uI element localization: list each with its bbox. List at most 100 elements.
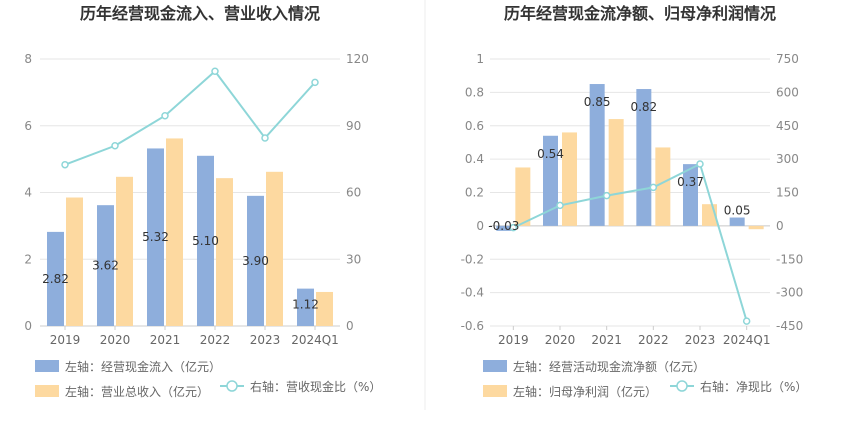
chart1-line-point xyxy=(211,67,219,75)
chart2-right-tick: 750 xyxy=(776,52,799,66)
chart2-data-label: 0.85 xyxy=(584,95,611,109)
chart2-left-tick: 0.4 xyxy=(465,152,484,166)
chart2-bar-1 xyxy=(683,164,698,226)
chart2-data-label: 0.82 xyxy=(630,100,657,114)
chart1-data-label: 5.10 xyxy=(192,234,219,248)
chart2-data-label: 0.37 xyxy=(677,175,704,189)
chart1-data-label: 2.82 xyxy=(42,272,69,286)
chart1-legend-label: 左轴：经营现金流入（亿元） xyxy=(65,359,221,374)
chart2-right-tick: 150 xyxy=(776,186,799,200)
chart2-right-tick: -150 xyxy=(776,252,803,266)
chart1-data-label: 3.90 xyxy=(242,254,269,268)
chart2-bar-2 xyxy=(562,132,577,226)
chart1-bar-2 xyxy=(266,171,283,326)
chart2-left-tick: 1 xyxy=(476,52,484,66)
chart2-left-tick: -0.6 xyxy=(461,319,484,333)
chart1-bar-1 xyxy=(197,155,214,326)
chart2-legend-swatch xyxy=(483,385,507,397)
chart1-line-point xyxy=(61,160,69,169)
chart2-right-tick: -450 xyxy=(776,319,803,333)
chart1-left-tick: 0 xyxy=(24,319,32,333)
chart2-legend-label: 左轴：经营活动现金流净额（亿元） xyxy=(513,359,705,374)
chart1-data-label: 3.62 xyxy=(92,259,119,273)
chart2-right-tick: 450 xyxy=(776,119,799,133)
chart1-x-tick-label: 2019 xyxy=(50,333,81,347)
chart2-line-point xyxy=(742,317,751,325)
chart2-bar-2 xyxy=(608,119,624,226)
chart1-bar-1 xyxy=(47,231,64,326)
chart1-right-tick: 60 xyxy=(346,186,361,200)
chart2-x-tick-label: 2022 xyxy=(638,333,669,347)
chart1-title: 历年经营现金流入、营业收入情况 xyxy=(80,4,320,23)
chart2-bar-2 xyxy=(515,167,531,226)
chart1-legend-swatch xyxy=(35,360,59,372)
chart1-legend-swatch xyxy=(35,385,59,397)
chart1-bar-1 xyxy=(297,288,314,326)
chart2-legend-label: 右轴：净现比（%） xyxy=(700,379,807,394)
chart1-line-point xyxy=(161,111,169,120)
chart2-legend-label: 左轴：归母净利润（亿元） xyxy=(513,384,657,399)
chart2-right-tick: 600 xyxy=(776,85,799,99)
chart2-left-tick: 0 xyxy=(476,219,484,233)
chart2-left-tick: -0.4 xyxy=(461,286,484,300)
chart1-line-point xyxy=(311,78,319,87)
chart2-line-point xyxy=(649,183,658,192)
chart1-right-tick: 90 xyxy=(346,119,361,133)
chart1-bar-2 xyxy=(116,176,133,326)
chart2-right-tick: -300 xyxy=(776,286,803,300)
chart1-bar-1 xyxy=(247,195,264,326)
chart1-bar-2 xyxy=(316,291,333,326)
chart2-left-tick: -0.2 xyxy=(461,252,484,266)
chart2-line-point xyxy=(696,160,704,168)
chart1-bar-1 xyxy=(147,148,164,326)
chart2-data-label: 0.54 xyxy=(537,147,564,161)
chart2-line-series xyxy=(512,162,748,322)
chart2-bar-1 xyxy=(543,135,558,226)
chart2-right-tick: 0 xyxy=(776,219,784,233)
chart2-left-tick: 0.6 xyxy=(465,119,484,133)
chart1-x-tick-label: 2024Q1 xyxy=(291,333,339,347)
chart1-right-tick: 30 xyxy=(346,252,361,266)
chart2-right-tick: 300 xyxy=(776,152,799,166)
chart1-data-label: 1.12 xyxy=(292,298,319,312)
chart2-bar-2 xyxy=(748,225,764,230)
chart1-left-tick: 2 xyxy=(24,252,32,266)
chart2-bar-1 xyxy=(496,225,512,231)
chart1-bar-2 xyxy=(166,138,183,326)
chart1-bar-1 xyxy=(97,205,114,326)
chart2-bar-2 xyxy=(655,147,671,226)
chart2-data-label: -0.03 xyxy=(488,219,519,233)
chart2-left-tick: 0.8 xyxy=(465,85,484,99)
chart1-x-tick-label: 2021 xyxy=(150,333,181,347)
chart2-title: 历年经营现金流净额、归母净利润情况 xyxy=(504,4,776,23)
chart1-line-series xyxy=(64,69,316,166)
chart2-legend-swatch xyxy=(483,360,507,372)
chart1-bar-2 xyxy=(66,197,83,326)
chart2-bar-1 xyxy=(729,217,745,226)
chart1-left-tick: 4 xyxy=(24,186,32,200)
chart1-left-tick: 8 xyxy=(24,52,32,66)
chart2-bar-1 xyxy=(636,89,652,226)
chart2-legend-marker xyxy=(676,380,688,392)
chart1-legend-label: 左轴：营业总收入（亿元） xyxy=(65,384,209,399)
chart1-legend-marker xyxy=(226,380,238,392)
chart1-left-tick: 6 xyxy=(24,119,32,133)
chart1-x-tick-label: 2020 xyxy=(100,333,131,347)
chart1-legend-label: 右轴：营收现金比（%） xyxy=(250,379,381,394)
chart2-x-tick-label: 2021 xyxy=(591,333,622,347)
chart2-x-tick-label: 2023 xyxy=(685,333,716,347)
chart1-line-point xyxy=(261,134,269,142)
chart2-line-point xyxy=(509,223,518,232)
chart2-line-point xyxy=(556,201,564,210)
chart1-right-tick: 120 xyxy=(346,52,369,66)
chart1-x-tick-label: 2022 xyxy=(200,333,231,347)
chart1-right-tick: 0 xyxy=(346,319,354,333)
chart2-x-tick-label: 2020 xyxy=(545,333,576,347)
chart2-left-tick: 0.2 xyxy=(465,186,484,200)
chart2-x-tick-label: 2024Q1 xyxy=(723,333,771,347)
chart2-bar-1 xyxy=(589,84,605,226)
chart1-data-label: 5.32 xyxy=(142,230,169,244)
chart1-line-point xyxy=(111,142,119,150)
